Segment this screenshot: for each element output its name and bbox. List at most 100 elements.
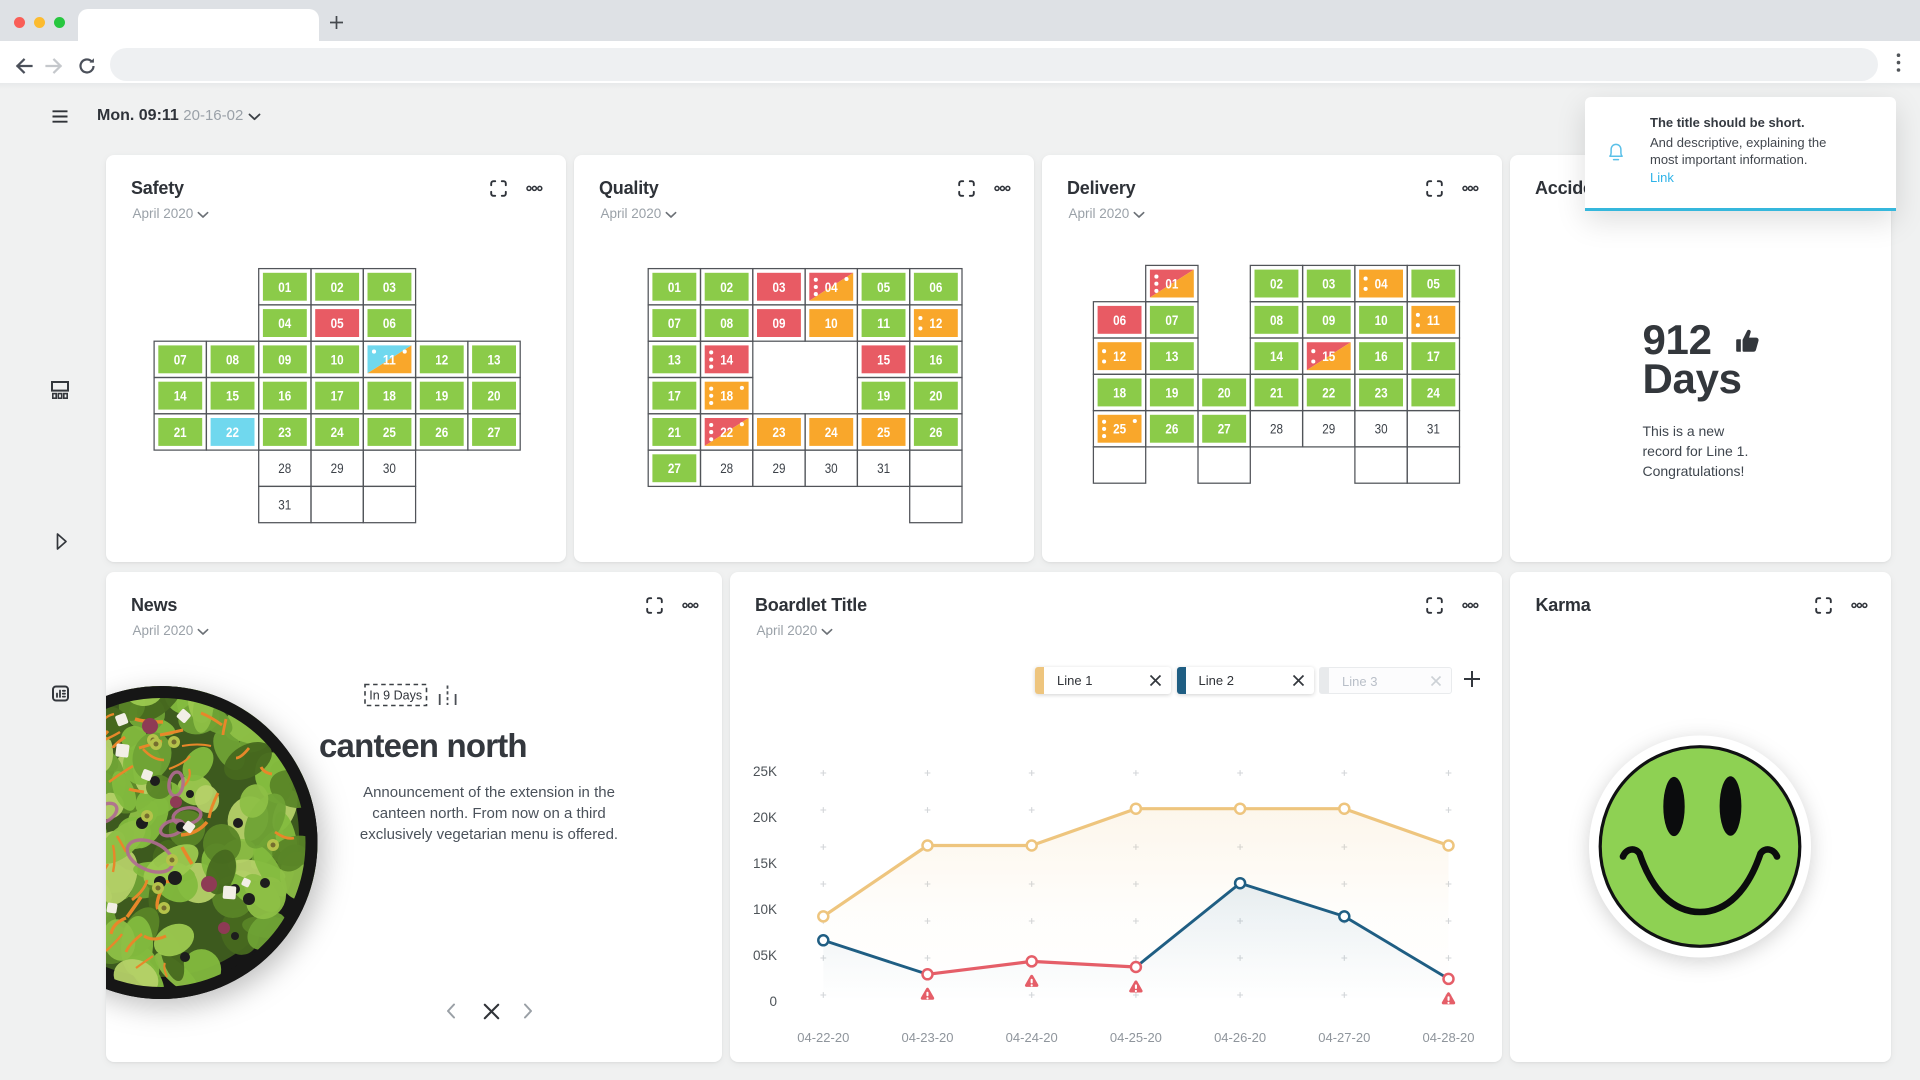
svg-text:04: 04 [824, 279, 837, 295]
svg-text:20K: 20K [752, 810, 776, 825]
svg-text:04-26-20: 04-26-20 [1214, 1030, 1266, 1045]
svg-text:23: 23 [772, 424, 785, 440]
svg-text:24: 24 [824, 424, 837, 440]
svg-text:09: 09 [1322, 312, 1335, 328]
svg-text:13: 13 [487, 351, 500, 367]
svg-text:14: 14 [173, 388, 186, 404]
svg-text:25: 25 [1113, 421, 1126, 437]
svg-text:05: 05 [877, 279, 890, 295]
svg-text:24: 24 [1426, 384, 1439, 400]
svg-text:27: 27 [667, 460, 680, 476]
svg-text:21: 21 [173, 424, 186, 440]
svg-text:28: 28 [720, 460, 733, 476]
svg-text:05: 05 [1426, 276, 1439, 292]
svg-text:22: 22 [720, 424, 733, 440]
svg-text:19: 19 [435, 388, 448, 404]
svg-text:10: 10 [824, 315, 837, 331]
svg-text:05K: 05K [752, 948, 776, 963]
svg-text:04-22-20: 04-22-20 [797, 1030, 849, 1045]
svg-text:03: 03 [1322, 276, 1335, 292]
svg-text:29: 29 [772, 460, 785, 476]
svg-text:10: 10 [1374, 312, 1387, 328]
svg-text:20: 20 [487, 388, 500, 404]
svg-text:01: 01 [1165, 276, 1178, 292]
svg-text:10K: 10K [752, 902, 776, 917]
svg-text:11: 11 [1426, 312, 1439, 328]
svg-text:31: 31 [1426, 421, 1439, 437]
svg-text:31: 31 [278, 497, 291, 513]
svg-text:31: 31 [877, 460, 890, 476]
svg-text:25: 25 [877, 424, 890, 440]
svg-text:30: 30 [824, 460, 837, 476]
svg-text:23: 23 [1374, 384, 1387, 400]
svg-text:30: 30 [1374, 421, 1387, 437]
svg-text:11: 11 [877, 315, 890, 331]
svg-text:15: 15 [226, 388, 239, 404]
svg-text:24: 24 [330, 424, 343, 440]
svg-text:08: 08 [226, 351, 239, 367]
svg-text:04-23-20: 04-23-20 [901, 1030, 953, 1045]
svg-text:25K: 25K [752, 764, 776, 779]
svg-text:08: 08 [720, 315, 733, 331]
svg-text:21: 21 [667, 424, 680, 440]
svg-text:26: 26 [929, 424, 942, 440]
svg-text:18: 18 [1113, 384, 1126, 400]
svg-text:04-25-20: 04-25-20 [1109, 1030, 1161, 1045]
svg-text:03: 03 [772, 279, 785, 295]
svg-text:22: 22 [226, 424, 239, 440]
svg-text:26: 26 [1165, 421, 1178, 437]
svg-text:04-24-20: 04-24-20 [1005, 1030, 1057, 1045]
svg-text:0: 0 [769, 994, 777, 1009]
svg-text:06: 06 [382, 315, 395, 331]
svg-text:18: 18 [720, 388, 733, 404]
svg-text:02: 02 [720, 279, 733, 295]
svg-text:11: 11 [382, 351, 395, 367]
svg-text:06: 06 [1113, 312, 1126, 328]
svg-text:15: 15 [1322, 348, 1335, 364]
svg-text:27: 27 [1217, 421, 1230, 437]
svg-text:02: 02 [330, 279, 343, 295]
svg-text:27: 27 [487, 424, 500, 440]
svg-text:30: 30 [382, 460, 395, 476]
svg-text:29: 29 [330, 460, 343, 476]
svg-text:16: 16 [278, 388, 291, 404]
svg-text:10: 10 [330, 351, 343, 367]
svg-text:16: 16 [1374, 348, 1387, 364]
svg-text:19: 19 [1165, 384, 1178, 400]
svg-text:17: 17 [330, 388, 343, 404]
svg-text:28: 28 [1270, 421, 1283, 437]
svg-text:04: 04 [278, 315, 291, 331]
svg-text:17: 17 [667, 388, 680, 404]
svg-text:20: 20 [929, 388, 942, 404]
svg-text:04-28-20: 04-28-20 [1422, 1030, 1474, 1045]
svg-text:18: 18 [382, 388, 395, 404]
svg-text:19: 19 [877, 388, 890, 404]
svg-text:01: 01 [667, 279, 680, 295]
svg-text:07: 07 [1165, 312, 1178, 328]
svg-text:13: 13 [667, 351, 680, 367]
svg-text:15K: 15K [752, 856, 776, 871]
svg-text:21: 21 [1270, 384, 1283, 400]
svg-text:12: 12 [929, 315, 942, 331]
svg-text:In 9 Days: In 9 Days [369, 688, 422, 702]
svg-text:07: 07 [173, 351, 186, 367]
svg-text:09: 09 [772, 315, 785, 331]
svg-text:04: 04 [1374, 276, 1387, 292]
svg-text:26: 26 [435, 424, 448, 440]
svg-text:23: 23 [278, 424, 291, 440]
svg-text:08: 08 [1270, 312, 1283, 328]
svg-text:04-27-20: 04-27-20 [1318, 1030, 1370, 1045]
svg-text:15: 15 [877, 351, 890, 367]
svg-text:09: 09 [278, 351, 291, 367]
svg-text:29: 29 [1322, 421, 1335, 437]
svg-text:20: 20 [1217, 384, 1230, 400]
svg-text:28: 28 [278, 460, 291, 476]
svg-text:14: 14 [1270, 348, 1283, 364]
svg-text:07: 07 [667, 315, 680, 331]
svg-text:12: 12 [1113, 348, 1126, 364]
svg-text:25: 25 [382, 424, 395, 440]
svg-text:02: 02 [1270, 276, 1283, 292]
svg-text:13: 13 [1165, 348, 1178, 364]
svg-text:06: 06 [929, 279, 942, 295]
svg-text:01: 01 [278, 279, 291, 295]
